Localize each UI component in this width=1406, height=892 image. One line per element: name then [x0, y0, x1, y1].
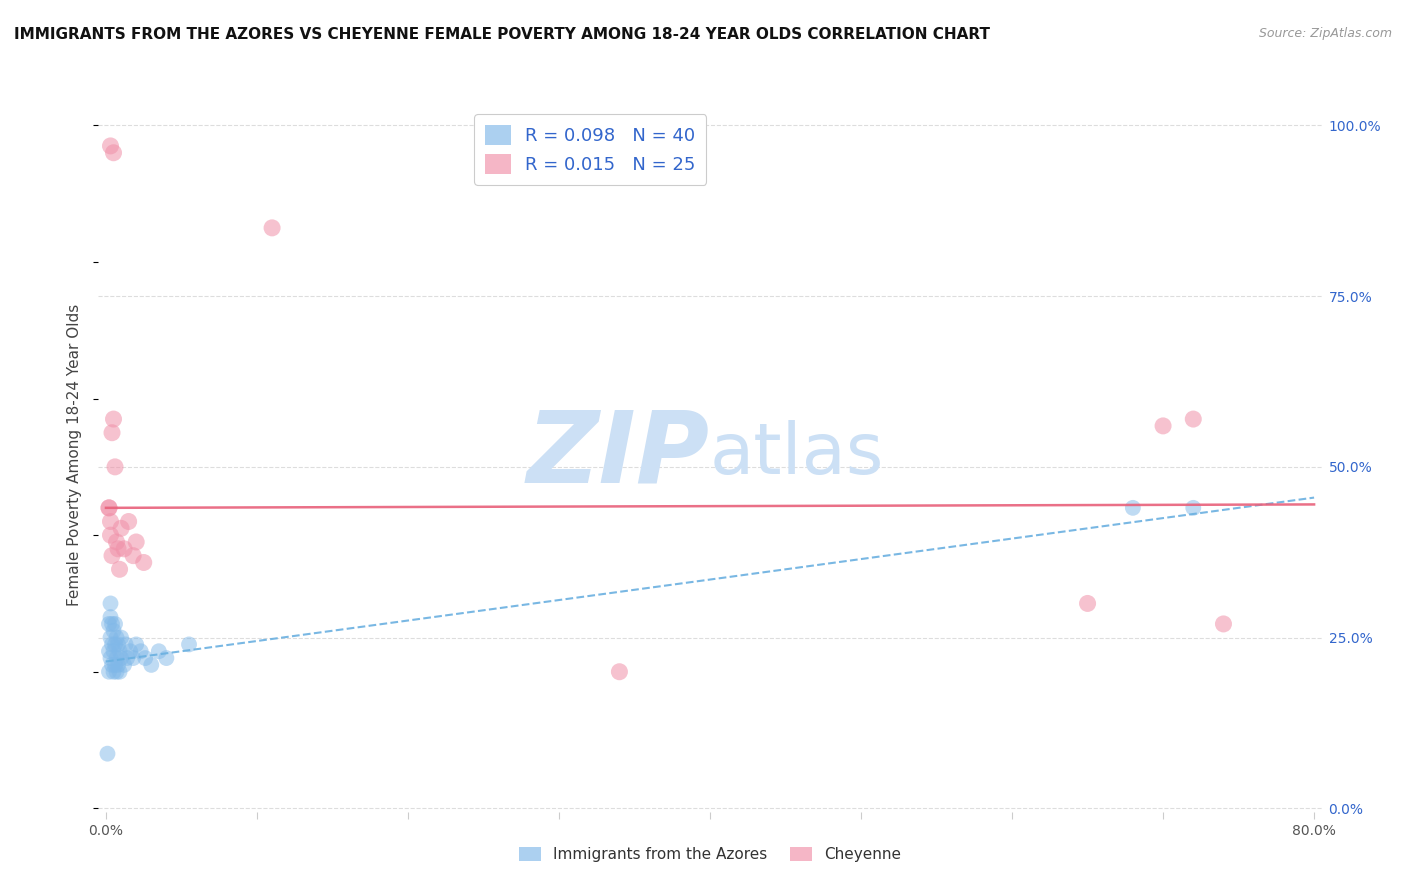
Point [108, 644, 131, 658]
Point [110, 651, 132, 665]
Point [100, 651, 122, 665]
Point [110, 521, 132, 535]
Text: ZIP: ZIP [527, 407, 710, 503]
Point [134, 651, 156, 665]
Point [100, 139, 122, 153]
Point [103, 624, 125, 638]
Point [107, 657, 129, 672]
Text: Source: ZipAtlas.com: Source: ZipAtlas.com [1258, 27, 1392, 40]
Point [103, 644, 125, 658]
Point [103, 145, 125, 160]
Point [100, 528, 122, 542]
Point [104, 459, 127, 474]
Point [108, 562, 131, 576]
Point [105, 631, 128, 645]
Point [98, 644, 121, 658]
Point [112, 541, 135, 556]
Point [96, 747, 118, 761]
Point [122, 549, 145, 563]
Point [114, 637, 136, 651]
Point [104, 637, 127, 651]
Point [101, 616, 124, 631]
Point [101, 549, 124, 563]
Point [1077, 597, 1099, 611]
Point [101, 657, 124, 672]
Point [101, 637, 124, 651]
Point [104, 616, 127, 631]
Point [98, 500, 121, 515]
Point [1182, 412, 1205, 426]
Point [141, 657, 163, 672]
Point [98, 500, 121, 515]
Point [105, 651, 128, 665]
Point [1152, 418, 1174, 433]
Point [110, 631, 132, 645]
Point [103, 412, 125, 426]
Point [100, 631, 122, 645]
Point [108, 665, 131, 679]
Point [177, 637, 200, 651]
Point [262, 220, 284, 235]
Point [155, 651, 177, 665]
Point [148, 644, 170, 658]
Point [104, 657, 127, 672]
Point [100, 610, 122, 624]
Point [107, 637, 129, 651]
Point [98, 616, 121, 631]
Point [98, 665, 121, 679]
Y-axis label: Female Poverty Among 18-24 Year Olds: Female Poverty Among 18-24 Year Olds [67, 304, 83, 606]
Point [125, 535, 148, 549]
Legend: Immigrants from the Azores, Cheyenne: Immigrants from the Azores, Cheyenne [513, 840, 907, 868]
Point [105, 535, 128, 549]
Point [1122, 500, 1144, 515]
Point [112, 657, 135, 672]
Point [122, 651, 145, 665]
Point [103, 665, 125, 679]
Text: IMMIGRANTS FROM THE AZORES VS CHEYENNE FEMALE POVERTY AMONG 18-24 YEAR OLDS CORR: IMMIGRANTS FROM THE AZORES VS CHEYENNE F… [14, 27, 990, 42]
Point [107, 541, 129, 556]
Point [100, 515, 122, 529]
Point [1182, 500, 1205, 515]
Text: atlas: atlas [710, 420, 884, 490]
Point [129, 644, 152, 658]
Point [1212, 616, 1234, 631]
Point [132, 556, 155, 570]
Point [100, 597, 122, 611]
Point [101, 425, 124, 440]
Point [105, 665, 128, 679]
Point [115, 651, 138, 665]
Point [120, 644, 142, 658]
Point [125, 637, 148, 651]
Point [117, 515, 139, 529]
Point [609, 665, 631, 679]
